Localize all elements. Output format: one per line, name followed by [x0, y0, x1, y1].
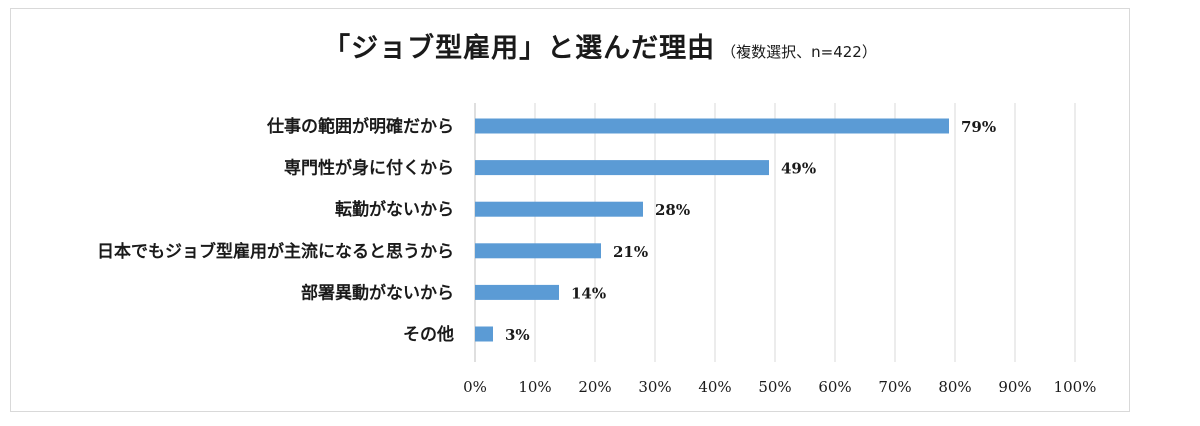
category-label: 日本でもジョブ型雇用が主流になると思うから	[97, 241, 454, 262]
bar	[475, 243, 601, 259]
category-label: その他	[403, 324, 454, 345]
bar	[475, 118, 949, 134]
x-tick-label: 0%	[463, 378, 487, 396]
bar	[475, 284, 559, 300]
chart-title-block: 「ジョブ型雇用」と選んだ理由 （複数選択、n=422）	[0, 26, 1200, 65]
x-tick-label: 30%	[638, 378, 671, 396]
category-label: 仕事の範囲が明確だから	[266, 116, 454, 137]
data-label: 21%	[613, 243, 648, 261]
chart-subtitle: （複数選択、n=422）	[721, 43, 877, 61]
x-tick-label: 80%	[938, 378, 971, 396]
data-label: 3%	[505, 326, 530, 344]
data-label: 28%	[655, 201, 690, 219]
x-tick-label: 40%	[698, 378, 731, 396]
bar	[475, 160, 769, 176]
x-tick-label: 50%	[758, 378, 791, 396]
x-tick-label: 10%	[518, 378, 551, 396]
x-tick-label: 100%	[1054, 378, 1097, 396]
x-tick-label: 20%	[578, 378, 611, 396]
bar	[475, 326, 493, 342]
bar	[475, 201, 643, 217]
x-tick-label: 60%	[818, 378, 851, 396]
chart-title: 「ジョブ型雇用」と選んだ理由	[323, 33, 716, 64]
category-label: 部署異動がないから	[301, 282, 454, 303]
x-tick-label: 70%	[878, 378, 911, 396]
x-tick-label: 90%	[998, 378, 1031, 396]
category-label: 転勤がないから	[335, 199, 454, 220]
data-label: 79%	[961, 118, 996, 136]
data-label: 49%	[781, 160, 816, 178]
category-label: 専門性が身に付くから	[284, 158, 454, 179]
data-label: 14%	[571, 284, 606, 302]
